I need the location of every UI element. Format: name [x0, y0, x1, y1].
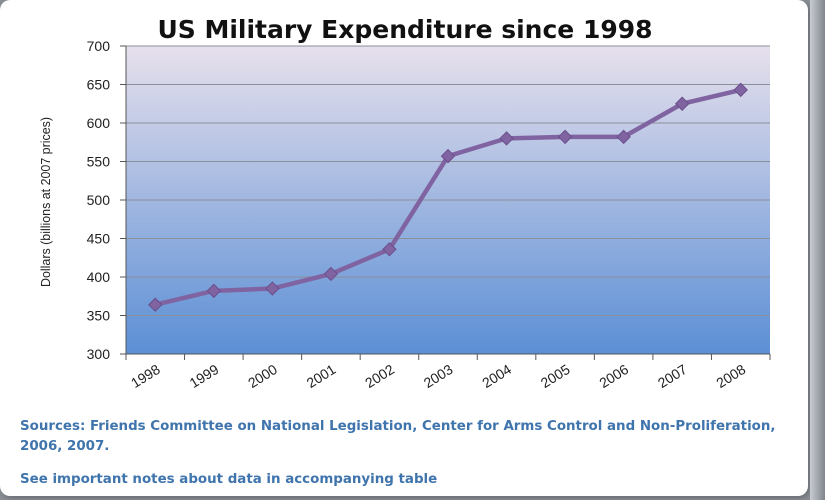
y-tick-label-550: 550: [87, 154, 111, 170]
x-tick-label-2002: 2002: [362, 361, 397, 391]
chart-title: US Military Expenditure since 1998: [157, 15, 652, 44]
x-tick-label-1998: 1998: [128, 361, 163, 391]
y-tick-label-400: 400: [87, 269, 111, 285]
data-point-2004: [499, 131, 514, 146]
y-tick-label-500: 500: [87, 192, 111, 208]
y-axis-label: Dollars (billions at 2007 prices): [38, 117, 53, 287]
x-tick-label-1999: 1999: [187, 361, 222, 391]
y-tick-label-300: 300: [87, 346, 111, 362]
data-point-2007: [674, 96, 690, 111]
data-point-2008: [733, 82, 748, 98]
y-tick-label-600: 600: [87, 115, 111, 131]
data-point-2001: [323, 266, 339, 282]
y-tick-labels: 300 350 400 450 500 550 600 650 700: [87, 38, 111, 362]
gridlines: [120, 45, 770, 355]
series-line: [148, 82, 748, 312]
data-notes-link-text: See important notes about data in accomp…: [20, 472, 438, 487]
sources-note: Sources: Friends Committee on National L…: [20, 419, 776, 454]
y-tick-label-350: 350: [87, 308, 111, 324]
y-tick-label-650: 650: [87, 77, 111, 93]
y-tick-label-450: 450: [87, 231, 111, 247]
x-tick-label-2001: 2001: [304, 361, 339, 391]
x-tick-label-2007: 2007: [655, 361, 690, 391]
data-point-1999: [206, 283, 222, 299]
x-tick-label-2004: 2004: [479, 361, 514, 391]
background-edge: [810, 0, 825, 500]
x-tick-label-2005: 2005: [538, 361, 573, 391]
x-tick-label-2006: 2006: [596, 361, 631, 391]
x-tick-label-2003: 2003: [421, 361, 456, 391]
line-chart: US Military Expenditure since 1998 300 35…: [38, 15, 771, 391]
x-tick-labels: 1998 1999 2000 2001 2002 2003 2004 2005 2006 2007…: [125, 354, 771, 391]
y-tick-label-700: 700: [87, 38, 111, 54]
axes: [125, 46, 770, 355]
x-tick-label-2000: 2000: [245, 361, 280, 391]
data-point-2005: [557, 129, 573, 145]
data-point-1998: [148, 297, 163, 312]
x-tick-label-2008: 2008: [713, 361, 748, 391]
data-point-2006: [616, 129, 631, 145]
data-point-2000: [265, 281, 280, 296]
data-point-2003: [440, 148, 456, 164]
data-point-2002: [382, 242, 397, 257]
